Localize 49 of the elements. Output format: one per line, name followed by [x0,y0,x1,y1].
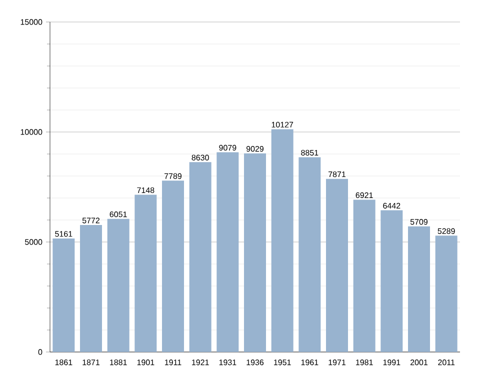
data-label: 7871 [328,171,346,178]
x-tick-label: 2011 [438,360,455,366]
bar [80,225,102,352]
data-label: 5289 [438,228,455,234]
data-label: 5772 [82,218,100,224]
data-label: 9029 [246,146,264,152]
bar [244,153,266,352]
data-label: 10127 [272,122,294,128]
bar [435,236,458,352]
bar [380,210,403,352]
bar [353,200,376,352]
bar [162,180,184,352]
data-label: 5709 [410,219,428,225]
x-tick-label: 1951 [274,360,291,366]
data-label: 8630 [192,154,209,160]
data-label: 6051 [110,212,127,218]
data-label: 6442 [383,202,400,209]
y-tick-label: 5000 [24,239,42,245]
y-tick-label: 0 [38,349,42,355]
bar [271,129,294,352]
y-tick-label: 15000 [20,19,42,25]
y-tick-label: 10000 [20,129,42,135]
x-tick-label: 1936 [246,360,264,366]
x-tick-label: 1931 [219,360,236,366]
data-label: 7789 [164,173,182,179]
bar [52,238,75,352]
x-tick-label: 1881 [110,360,127,366]
bar [216,152,239,352]
x-tick-label: 1871 [82,360,100,366]
data-label: 6921 [356,192,373,198]
bar [134,194,157,352]
bar [408,226,430,352]
x-tick-label: 1861 [55,360,72,366]
x-tick-label: 1991 [383,360,400,366]
x-tick-label: 1981 [356,360,373,366]
x-tick-label: 1911 [165,360,182,366]
x-tick-label: 2001 [410,360,428,366]
bar [298,157,321,352]
data-label: 5161 [55,231,72,237]
bar [107,218,130,352]
bar [189,162,212,352]
x-tick-label: 1971 [328,360,346,366]
data-label: 9079 [219,144,236,151]
data-label: 7148 [137,187,154,194]
x-tick-label: 1921 [192,360,209,366]
data-label: 8851 [301,150,318,156]
x-tick-label: 1901 [137,360,154,366]
x-tick-label: 1961 [301,360,318,366]
bar [326,178,348,352]
